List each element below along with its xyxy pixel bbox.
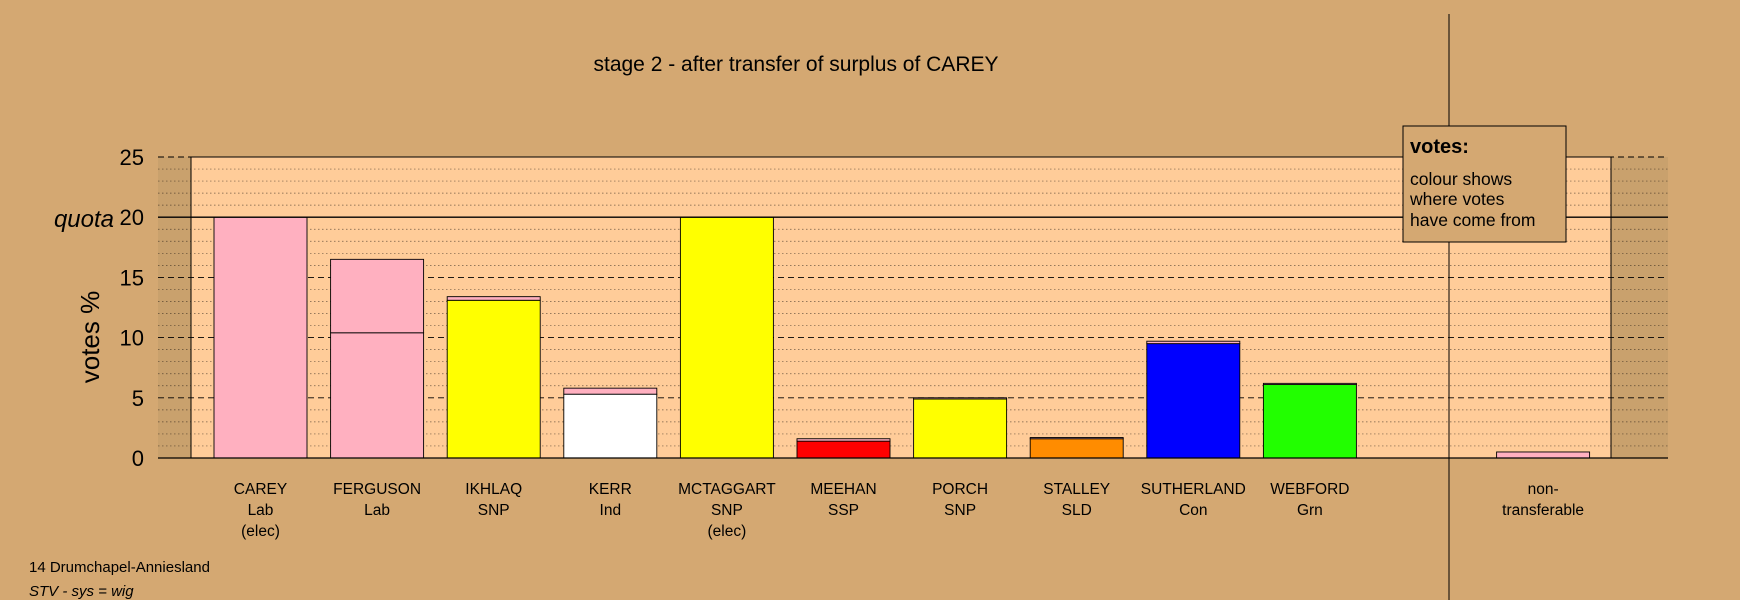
candidate-label: SLD <box>1062 502 1092 519</box>
bar-segment <box>913 398 1008 459</box>
legend-line-2: where votes <box>1409 189 1505 209</box>
candidate-label: IKHLAQ <box>465 481 522 498</box>
bar-segment <box>563 393 658 459</box>
legend: votes: colour shows where votes have com… <box>1402 125 1567 243</box>
bar-segment <box>796 438 891 442</box>
bars <box>213 216 1591 459</box>
legend-box <box>1402 125 1567 243</box>
bar-segment <box>1496 451 1591 459</box>
candidate-label: SUTHERLAND <box>1141 481 1246 498</box>
bar-segment <box>1146 340 1241 345</box>
candidate-label: WEBFORD <box>1270 481 1349 498</box>
y-tick-label: 20 <box>120 205 144 230</box>
candidate-label: SNP <box>711 502 743 519</box>
bar-segment <box>446 299 541 459</box>
candidate-label: (elec) <box>708 523 747 540</box>
bar-segment <box>1029 438 1124 459</box>
legend-line-3: have come from <box>1410 210 1535 230</box>
candidate-label: SNP <box>478 502 510 519</box>
candidate-label: STALLEY <box>1043 481 1110 498</box>
bar-segment <box>1262 382 1357 386</box>
y-tick-label: 5 <box>132 386 144 411</box>
system-label: STV - sys = wig <box>29 583 134 600</box>
chart-title: stage 2 - after transfer of surplus of C… <box>593 53 998 76</box>
bar-segment <box>563 387 658 395</box>
candidate-label: FERGUSON <box>333 481 421 498</box>
y-tick-labels: 0 5 10 15 20 25 <box>120 145 144 471</box>
y-tick-label: 15 <box>120 265 144 290</box>
candidate-label: MCTAGGART <box>678 481 776 498</box>
bar-segment <box>1146 343 1241 459</box>
candidate-label: Grn <box>1297 502 1323 519</box>
candidate-label: Lab <box>248 502 274 519</box>
candidate-label: CAREY <box>234 481 287 498</box>
candidate-label: PORCH <box>932 481 988 498</box>
plot-area <box>191 157 1611 458</box>
bar-segment <box>446 296 541 301</box>
legend-title: votes: <box>1410 136 1469 158</box>
candidate-labels: CAREY Lab (elec) FERGUSON Lab IKHLAQ SNP KERR In… <box>234 481 1584 540</box>
right-margin-strip <box>1611 157 1668 458</box>
candidate-label: Lab <box>364 502 390 519</box>
candidate-label: non- <box>1528 481 1559 498</box>
bar-segment <box>913 397 1008 400</box>
bar-segment <box>330 332 425 459</box>
candidate-label: (elec) <box>241 523 280 540</box>
bar-segment <box>1029 437 1124 440</box>
candidate-label: SNP <box>944 502 976 519</box>
bar-segment <box>213 216 308 459</box>
candidate-label: MEEHAN <box>810 481 876 498</box>
candidate-label: KERR <box>589 481 632 498</box>
candidate-label: SSP <box>828 502 859 519</box>
bar-segment <box>1262 384 1357 459</box>
y-tick-label: 25 <box>120 145 144 170</box>
y-axis-label: votes % <box>75 291 105 384</box>
quota-label: quota <box>54 206 114 233</box>
y-tick-label: 10 <box>120 326 144 351</box>
bar-segment <box>679 216 774 459</box>
constituency-label: 14 Drumchapel-Anniesland <box>29 559 210 576</box>
bar-segment <box>796 440 891 459</box>
legend-line-1: colour shows <box>1410 169 1512 189</box>
candidate-label: transferable <box>1502 502 1584 519</box>
candidate-label: Ind <box>600 502 622 519</box>
bar-segment <box>330 258 425 334</box>
candidate-label: Con <box>1179 502 1207 519</box>
left-margin-strip <box>158 157 191 458</box>
y-tick-label: 0 <box>132 446 144 471</box>
